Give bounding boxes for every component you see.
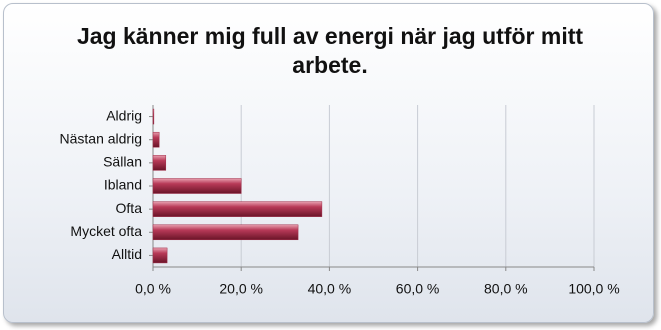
y-tick-label: Alltid <box>112 246 142 262</box>
bar <box>152 178 242 194</box>
y-tick-label: Sällan <box>103 154 142 170</box>
y-tick-label: Ofta <box>116 200 143 216</box>
y-tick-label: Nästan aldrig <box>60 130 143 146</box>
x-tick-label: 20,0 % <box>219 281 263 297</box>
x-tick-label: 100,0 % <box>568 281 619 297</box>
chart-title: Jag känner mig full av energi när jag ut… <box>76 23 584 78</box>
bar <box>152 247 168 264</box>
bar <box>152 224 299 241</box>
x-tick-label: 40,0 % <box>308 281 352 297</box>
y-tick-label: Ibland <box>104 177 142 193</box>
bar <box>152 108 155 125</box>
x-tick-label: 60,0 % <box>396 281 440 297</box>
bar <box>152 201 323 217</box>
x-tick-label: 80,0 % <box>484 281 528 297</box>
y-tick-label: Mycket ofta <box>70 223 142 239</box>
bar <box>152 131 160 148</box>
x-tick-label: 0,0 % <box>135 281 171 297</box>
bar <box>152 155 167 171</box>
chart-frame <box>3 3 654 323</box>
y-tick-label: Aldrig <box>106 107 142 123</box>
